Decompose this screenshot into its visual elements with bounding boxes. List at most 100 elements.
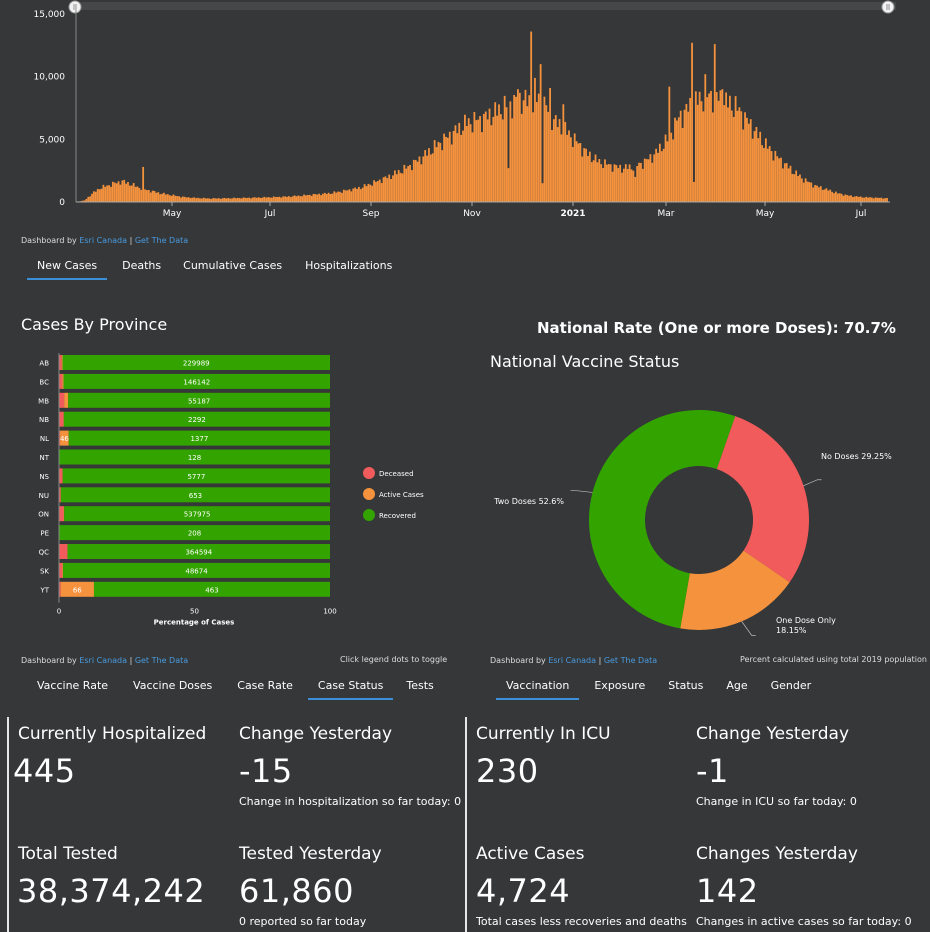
new-cases-bar[interactable] — [479, 116, 481, 202]
new-cases-bar[interactable] — [350, 191, 353, 202]
new-cases-bar[interactable] — [286, 196, 288, 202]
new-cases-bar[interactable] — [859, 196, 862, 202]
new-cases-bar[interactable] — [297, 195, 300, 202]
new-cases-bar[interactable] — [113, 182, 116, 202]
new-cases-bar[interactable] — [159, 194, 162, 202]
new-cases-bar[interactable] — [600, 164, 603, 202]
new-cases-bar[interactable] — [636, 166, 639, 202]
new-cases-bar[interactable] — [674, 117, 676, 202]
new-cases-bar[interactable] — [270, 197, 273, 202]
new-cases-bar[interactable] — [147, 189, 150, 202]
new-cases-bar[interactable] — [356, 188, 358, 202]
new-cases-bar[interactable] — [570, 137, 572, 202]
new-cases-bar[interactable] — [738, 107, 741, 202]
new-cases-bar[interactable] — [121, 180, 124, 203]
active-segment[interactable] — [60, 430, 69, 446]
new-cases-bar[interactable] — [407, 166, 410, 202]
new-cases-bar[interactable] — [293, 195, 296, 202]
new-cases-bar[interactable] — [499, 114, 502, 202]
new-cases-bar[interactable] — [772, 160, 775, 202]
new-cases-bar[interactable] — [219, 198, 222, 202]
new-cases-bar[interactable] — [102, 184, 105, 202]
new-cases-bar[interactable] — [305, 195, 307, 202]
new-cases-bar[interactable] — [734, 96, 737, 202]
new-cases-bar[interactable] — [547, 111, 550, 202]
new-cases-bar[interactable] — [185, 197, 188, 202]
new-cases-bar[interactable] — [780, 157, 782, 202]
new-cases-bar[interactable] — [200, 198, 203, 202]
new-cases-bar[interactable] — [806, 181, 809, 202]
new-cases-bar[interactable] — [284, 196, 287, 202]
new-cases-bar[interactable] — [83, 200, 86, 202]
new-cases-bar[interactable] — [842, 195, 845, 202]
new-cases-bar[interactable] — [528, 95, 531, 202]
new-cases-bar[interactable] — [314, 194, 317, 202]
new-cases-bar[interactable] — [155, 192, 158, 202]
new-cases-bar[interactable] — [517, 89, 519, 202]
legend-dot-deceased[interactable] — [363, 467, 375, 479]
new-cases-bar[interactable] — [836, 193, 839, 202]
new-cases-bar[interactable] — [884, 198, 887, 202]
new-cases-bar[interactable] — [172, 194, 175, 202]
new-cases-bar[interactable] — [655, 148, 657, 202]
deceased-segment[interactable] — [59, 544, 68, 559]
tab-vaccine-doses[interactable]: Vaccine Doses — [133, 679, 213, 692]
recovered-segment[interactable] — [59, 525, 330, 541]
new-cases-bar[interactable] — [558, 119, 561, 202]
new-cases-bar[interactable] — [556, 127, 559, 202]
new-cases-bar[interactable] — [886, 197, 888, 202]
new-cases-bar[interactable] — [106, 185, 109, 202]
new-cases-bar[interactable] — [418, 156, 421, 202]
new-cases-bar[interactable] — [541, 183, 544, 202]
new-cases-bar[interactable] — [660, 151, 663, 202]
new-cases-bar[interactable] — [140, 189, 143, 202]
new-cases-bar[interactable] — [287, 196, 290, 202]
tab-case-rate[interactable]: Case Rate — [237, 679, 293, 692]
new-cases-bar[interactable] — [367, 183, 370, 202]
new-cases-bar[interactable] — [711, 112, 714, 202]
esri-canada-link[interactable]: Esri Canada — [79, 656, 128, 665]
new-cases-bar[interactable] — [683, 109, 686, 202]
new-cases-bar[interactable] — [721, 89, 724, 202]
active-segment[interactable] — [64, 392, 69, 408]
new-cases-bar[interactable] — [727, 107, 729, 202]
new-cases-bar[interactable] — [278, 196, 281, 202]
new-cases-bar[interactable] — [852, 196, 854, 202]
new-cases-bar[interactable] — [640, 162, 642, 202]
new-cases-bar[interactable] — [373, 180, 375, 202]
new-cases-bar[interactable] — [812, 187, 815, 202]
new-cases-bar[interactable] — [240, 198, 243, 202]
new-cases-bar[interactable] — [740, 111, 743, 202]
new-cases-bar[interactable] — [535, 102, 538, 202]
deceased-segment[interactable] — [59, 355, 62, 370]
new-cases-bar[interactable] — [195, 198, 198, 202]
new-cases-bar[interactable] — [392, 175, 394, 202]
new-cases-bar[interactable] — [320, 195, 322, 202]
new-cases-bar[interactable] — [448, 131, 451, 202]
new-cases-bar[interactable] — [870, 197, 873, 202]
new-cases-bar[interactable] — [358, 186, 360, 202]
new-cases-bar[interactable] — [87, 196, 90, 202]
new-cases-bar[interactable] — [549, 87, 551, 202]
new-cases-bar[interactable] — [342, 189, 345, 202]
new-cases-bar[interactable] — [236, 197, 239, 202]
new-cases-bar[interactable] — [295, 196, 298, 202]
new-cases-bar[interactable] — [505, 107, 508, 202]
new-cases-bar[interactable] — [785, 163, 788, 202]
new-cases-bar[interactable] — [653, 154, 656, 202]
new-cases-bar[interactable] — [833, 193, 835, 202]
new-cases-bar[interactable] — [117, 181, 120, 202]
new-cases-bar[interactable] — [744, 112, 746, 202]
new-cases-bar[interactable] — [376, 181, 379, 202]
new-cases-bar[interactable] — [825, 188, 828, 202]
new-cases-bar[interactable] — [157, 192, 160, 202]
new-cases-bar[interactable] — [583, 148, 586, 202]
new-cases-bar[interactable] — [649, 154, 652, 202]
new-cases-bar[interactable] — [515, 96, 517, 202]
new-cases-bar[interactable] — [388, 174, 391, 202]
new-cases-bar[interactable] — [439, 142, 442, 202]
new-cases-bar[interactable] — [513, 95, 516, 202]
recovered-segment[interactable] — [63, 411, 330, 427]
new-cases-bar[interactable] — [592, 160, 595, 202]
new-cases-bar[interactable] — [808, 182, 811, 202]
